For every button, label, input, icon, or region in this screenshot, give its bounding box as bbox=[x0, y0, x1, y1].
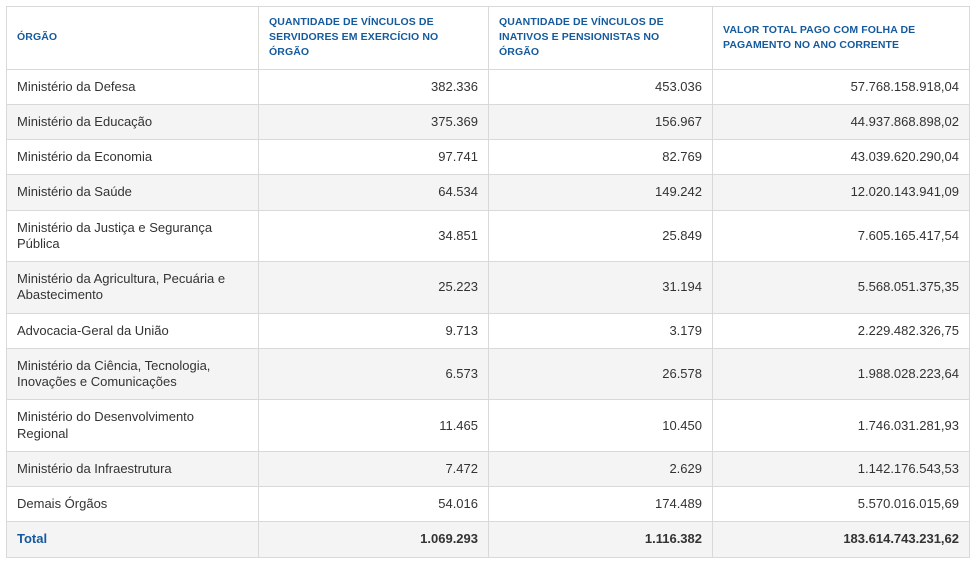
valor-cell: 2.229.482.326,75 bbox=[712, 312, 970, 349]
table-row: Ministério da Ciência, Tecnologia, Inova… bbox=[6, 347, 970, 401]
table-row: Demais Órgãos 54.016 174.489 5.570.016.0… bbox=[6, 486, 970, 523]
servidores-cell: 9.713 bbox=[258, 312, 489, 349]
valor-cell: 43.039.620.290,04 bbox=[712, 139, 970, 176]
table-header-row: ÓRGÃO QUANTIDADE DE VÍNCULOS DE SERVIDOR… bbox=[6, 6, 970, 70]
servidores-cell: 375.369 bbox=[258, 103, 489, 141]
orgao-cell: Ministério da Agricultura, Pecuária e Ab… bbox=[6, 261, 259, 314]
table-row: Ministério da Economia 97.741 82.769 43.… bbox=[6, 139, 970, 176]
inativos-cell: 156.967 bbox=[488, 103, 713, 141]
total-label-cell: Total bbox=[6, 521, 259, 558]
valor-cell: 12.020.143.941,09 bbox=[712, 174, 970, 211]
table-row: Ministério da Agricultura, Pecuária e Ab… bbox=[6, 261, 970, 314]
table-row: Ministério da Defesa 382.336 453.036 57.… bbox=[6, 68, 970, 105]
total-servidores-cell: 1.069.293 bbox=[258, 521, 489, 558]
table-row: Ministério da Saúde 64.534 149.242 12.02… bbox=[6, 174, 970, 211]
inativos-cell: 2.629 bbox=[488, 450, 713, 488]
inativos-cell: 26.578 bbox=[488, 347, 713, 401]
valor-cell: 57.768.158.918,04 bbox=[712, 68, 970, 105]
servidores-cell: 97.741 bbox=[258, 139, 489, 176]
orgao-cell: Demais Órgãos bbox=[6, 486, 259, 523]
servidores-cell: 64.534 bbox=[258, 174, 489, 211]
servidores-cell: 7.472 bbox=[258, 450, 489, 488]
orgao-cell: Ministério da Educação bbox=[6, 103, 259, 141]
inativos-cell: 25.849 bbox=[488, 209, 713, 263]
orgao-cell: Ministério do Desenvolvimento Regional bbox=[6, 399, 259, 452]
orgao-cell: Ministério da Saúde bbox=[6, 174, 259, 211]
inativos-cell: 453.036 bbox=[488, 68, 713, 105]
orgaos-payroll-table: ÓRGÃO QUANTIDADE DE VÍNCULOS DE SERVIDOR… bbox=[6, 6, 970, 558]
table-row: Ministério do Desenvolvimento Regional 1… bbox=[6, 399, 970, 452]
valor-cell: 1.142.176.543,53 bbox=[712, 450, 970, 488]
servidores-cell: 11.465 bbox=[258, 399, 489, 452]
orgao-cell: Ministério da Justiça e Segurança Públic… bbox=[6, 209, 259, 263]
valor-cell: 1.746.031.281,93 bbox=[712, 399, 970, 452]
inativos-cell: 82.769 bbox=[488, 139, 713, 176]
table-row: Advocacia-Geral da União 9.713 3.179 2.2… bbox=[6, 312, 970, 349]
column-header-orgao: ÓRGÃO bbox=[6, 6, 259, 70]
orgao-cell: Ministério da Defesa bbox=[6, 68, 259, 105]
inativos-cell: 10.450 bbox=[488, 399, 713, 452]
orgao-cell: Ministério da Infraestrutura bbox=[6, 450, 259, 488]
inativos-cell: 3.179 bbox=[488, 312, 713, 349]
total-inativos-cell: 1.116.382 bbox=[488, 521, 713, 558]
servidores-cell: 382.336 bbox=[258, 68, 489, 105]
column-header-valor: VALOR TOTAL PAGO COM FOLHA DE PAGAMENTO … bbox=[712, 6, 970, 70]
servidores-cell: 6.573 bbox=[258, 347, 489, 401]
servidores-cell: 54.016 bbox=[258, 486, 489, 523]
servidores-cell: 25.223 bbox=[258, 261, 489, 314]
servidores-cell: 34.851 bbox=[258, 209, 489, 263]
table-row: Ministério da Infraestrutura 7.472 2.629… bbox=[6, 450, 970, 488]
valor-cell: 7.605.165.417,54 bbox=[712, 209, 970, 263]
total-valor-cell: 183.614.743.231,62 bbox=[712, 521, 970, 558]
valor-cell: 44.937.868.898,02 bbox=[712, 103, 970, 141]
total-row: Total 1.069.293 1.116.382 183.614.743.23… bbox=[6, 521, 970, 558]
valor-cell: 1.988.028.223,64 bbox=[712, 347, 970, 401]
inativos-cell: 174.489 bbox=[488, 486, 713, 523]
column-header-inativos: QUANTIDADE DE VÍNCULOS DE INATIVOS E PEN… bbox=[488, 6, 713, 70]
inativos-cell: 149.242 bbox=[488, 174, 713, 211]
valor-cell: 5.570.016.015,69 bbox=[712, 486, 970, 523]
valor-cell: 5.568.051.375,35 bbox=[712, 261, 970, 314]
orgao-cell: Ministério da Ciência, Tecnologia, Inova… bbox=[6, 347, 259, 401]
table-row: Ministério da Educação 375.369 156.967 4… bbox=[6, 103, 970, 141]
table-row: Ministério da Justiça e Segurança Públic… bbox=[6, 209, 970, 263]
column-header-servidores: QUANTIDADE DE VÍNCULOS DE SERVIDORES EM … bbox=[258, 6, 489, 70]
orgao-cell: Advocacia-Geral da União bbox=[6, 312, 259, 349]
orgao-cell: Ministério da Economia bbox=[6, 139, 259, 176]
inativos-cell: 31.194 bbox=[488, 261, 713, 314]
